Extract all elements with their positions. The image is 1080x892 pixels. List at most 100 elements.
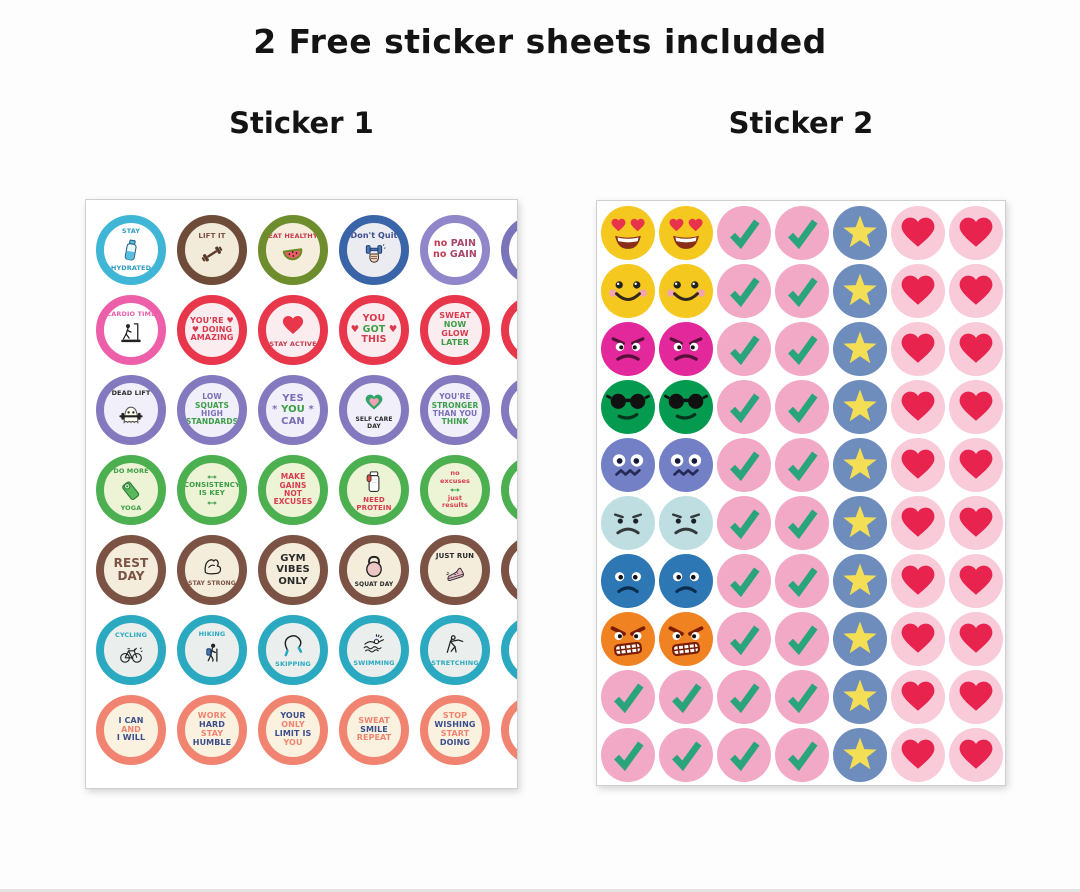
sticker-text: STAY STRONG: [188, 579, 236, 587]
heart-icon: [891, 322, 945, 376]
sticker-text-line: I WILL: [117, 733, 145, 743]
sticker-text-line: LIMIT IS: [275, 729, 312, 739]
sticker-text: HUMBLE: [192, 737, 232, 747]
sticker-text: NEED: [363, 496, 385, 505]
check-sticker: [715, 378, 773, 436]
sticker-text: SKIPPING: [275, 660, 311, 669]
sticker-text: ONLY: [281, 720, 305, 730]
heart-sticker: [947, 204, 1005, 262]
jump-rope-icon: [278, 631, 308, 661]
star-sticker: [831, 320, 889, 378]
check-sticker: [773, 494, 831, 552]
star-icon: [833, 264, 887, 318]
sticker-text-line: STAY ACTIVE: [269, 341, 316, 348]
heart-sticker: [947, 378, 1005, 436]
sticker-text: CAN: [281, 415, 305, 427]
heart-sticker: [889, 726, 947, 784]
star-sticker: [831, 204, 889, 262]
sticker-text-line: WORK: [198, 711, 226, 721]
star-sticker: [831, 378, 889, 436]
sticker-text-line: CAN: [281, 416, 305, 427]
partial-sticker: [501, 455, 517, 525]
check-icon: [717, 206, 771, 260]
make-gains-not-excuses-sticker: MAKE GAINS NOT EXCUSES: [258, 455, 328, 525]
shaker-icon: [359, 467, 389, 497]
heart-sticker: [947, 552, 1005, 610]
sticker-text: ♥: [385, 323, 398, 335]
sticker-text-line: SWEAT: [439, 311, 471, 321]
sticker-text-line: LATER: [441, 338, 469, 348]
angry-sticker: [599, 320, 657, 378]
sticker-text: MAKE: [280, 472, 306, 482]
sticker-text: HARD: [198, 720, 226, 730]
heart-sticker: [947, 262, 1005, 320]
sticker-text-line: excuses: [440, 476, 470, 485]
sticker-text-line: YOU'RE ♥: [190, 316, 234, 326]
sticker-row: REST DAY STAY STRONG GYM VIBES ONLY SQUAT DAY J…: [86, 530, 517, 610]
smiley-icon: [659, 264, 713, 318]
sad-pale-icon: [601, 496, 655, 550]
heart-sticker: [889, 320, 947, 378]
kettlebell-icon: [359, 552, 389, 582]
heart-sticker: [889, 378, 947, 436]
partial-sticker: [501, 375, 517, 445]
sticker-text-line: AND: [121, 725, 141, 735]
sticker-text-line: PROTEIN: [356, 504, 391, 513]
star-sticker: [831, 726, 889, 784]
sticker-text-line: SMILE: [360, 725, 388, 735]
sticker-text: YOGA: [120, 504, 142, 512]
sticker-text: DAY: [117, 569, 145, 583]
low-squats-high-standards-sticker: LOW SQUATS HIGH STANDARDS: [177, 375, 247, 445]
sticker-text: STRONGER: [431, 400, 479, 410]
no-excuses-just-results-sticker: no excuses just results: [420, 455, 490, 525]
smiley-sticker: [657, 262, 715, 320]
sticker-text-line: VIBES: [276, 564, 310, 575]
sticker-text: LOW: [202, 392, 222, 402]
i-can-and-i-will-sticker: I CAN AND I WILL: [96, 695, 166, 765]
sticker-text-line: STOP: [443, 711, 467, 721]
heart-sticker: [947, 436, 1005, 494]
skipping-sticker: SKIPPING: [258, 615, 328, 685]
check-sticker: [773, 726, 831, 784]
heart-sticker: [889, 552, 947, 610]
sticker-text: EXCUSES: [273, 497, 313, 507]
sticker-text-line: NEED: [363, 496, 385, 505]
sticker-text: WISHING: [434, 720, 476, 730]
do-more-yoga-sticker: DO MORE YOGA: [96, 455, 166, 525]
check-icon: [717, 728, 771, 782]
sticker-text-line: JUST RUN: [436, 552, 474, 561]
sticker-text: SQUAT DAY: [354, 580, 394, 588]
ghost-barbell-icon: [115, 398, 147, 430]
check-icon: [775, 612, 829, 666]
heart-icon: [949, 322, 1003, 376]
no-pain-no-gain-sticker: no PAIN no GAIN: [420, 215, 490, 285]
heart-icon: [949, 496, 1003, 550]
yoga-mat-icon: [116, 475, 146, 505]
rage-sticker: [657, 610, 715, 668]
hiker-icon: [197, 639, 227, 669]
sticker-text: CONSISTENCY: [183, 481, 241, 490]
check-icon: [775, 206, 829, 260]
rage-sticker: [599, 610, 657, 668]
check-icon: [775, 670, 829, 724]
rest-day-sticker: REST DAY: [96, 535, 166, 605]
sticker-text-line: GLOW: [441, 329, 468, 339]
sticker-text-line: REST: [114, 556, 149, 570]
sticker-text-line: YOUR: [280, 711, 305, 721]
sticker-text-line: AMAZING: [190, 333, 233, 343]
treadmill-icon: [116, 319, 146, 349]
worried-sticker: [599, 436, 657, 494]
heart-eyes-icon: [601, 206, 655, 260]
sticker-text: no: [433, 238, 451, 250]
check-sticker: [773, 262, 831, 320]
heart-icon: [891, 554, 945, 608]
sticker-text: SWEAT: [358, 715, 390, 725]
sticker-text-line: NOT: [284, 489, 302, 498]
sticker-text: LIFT IT: [198, 232, 226, 241]
sticker-text: THAN YOU: [432, 409, 478, 418]
sticker-text: HIKING: [198, 630, 226, 639]
sticker-text: excuses: [440, 476, 470, 485]
sad-pale-sticker: [599, 494, 657, 552]
sticker-text-line: START: [441, 729, 470, 739]
heart-icon: [891, 496, 945, 550]
